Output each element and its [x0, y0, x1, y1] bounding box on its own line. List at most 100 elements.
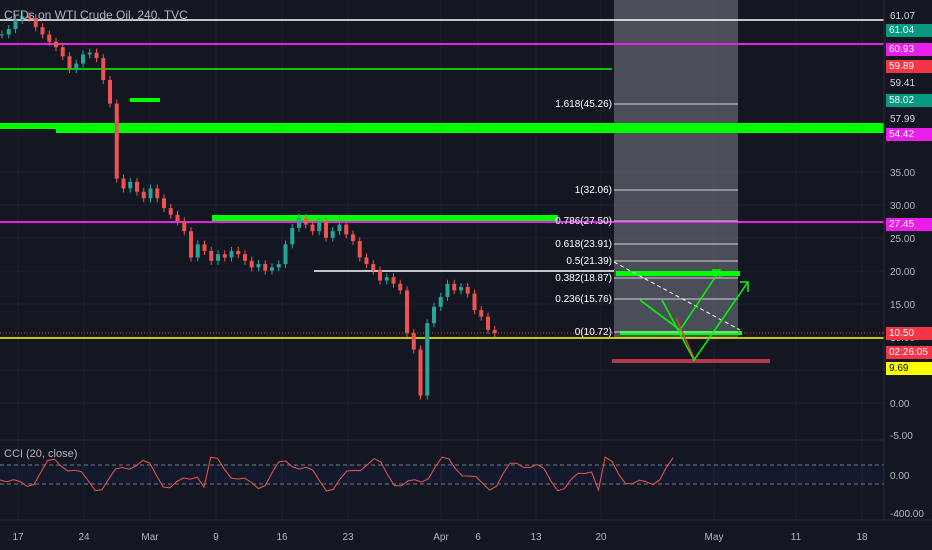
candle-body	[162, 198, 166, 209]
candle-body	[47, 34, 52, 42]
zone-upper	[0, 123, 884, 129]
candle-body	[411, 333, 416, 350]
cci-line	[0, 456, 674, 492]
upper-tick-label: 57.99	[890, 114, 915, 125]
price-tick-label: -5.00	[890, 431, 913, 442]
candle-body	[283, 244, 288, 265]
candle-body	[297, 218, 301, 228]
candle-body	[0, 34, 4, 36]
fib-level-label: 1(32.06)	[575, 185, 612, 196]
price-tag: 02:26:05	[886, 346, 932, 359]
candle-body	[182, 221, 187, 232]
zone-low	[612, 359, 770, 363]
price-tag: 27.45	[886, 218, 932, 231]
cci-tick-label: -400.00	[890, 509, 924, 520]
chart-title: CFDs on WTI Crude Oil, 240, TVC	[4, 8, 188, 22]
candle-body	[303, 218, 308, 225]
price-tick-label: 25.00	[890, 234, 915, 245]
price-tick-label: 30.00	[890, 201, 915, 212]
price-tag: 54.42	[886, 128, 932, 141]
arrow-head-a	[740, 281, 749, 292]
chart-grid	[0, 0, 884, 520]
candle-body	[270, 267, 274, 271]
candle-body	[108, 79, 112, 104]
candle-body	[425, 323, 430, 396]
candle-body	[438, 296, 443, 307]
candle-body	[128, 181, 133, 189]
zone-fib-lower	[620, 331, 742, 335]
shaded-projection	[614, 0, 738, 338]
candle-body	[13, 19, 18, 30]
price-tag: 58.02	[886, 94, 932, 107]
candle-body	[432, 306, 436, 324]
candle-body	[121, 178, 126, 189]
candle-body	[202, 244, 207, 251]
candlestick-series	[0, 12, 497, 400]
cci-title: CCI (20, close)	[4, 448, 78, 460]
candle-body	[229, 250, 234, 258]
candle-body	[479, 310, 484, 317]
candle-body	[101, 58, 106, 80]
down-arrow	[675, 317, 695, 359]
highlight-zone	[614, 0, 738, 338]
time-tick-label: May	[705, 532, 724, 543]
candle-body	[94, 52, 99, 59]
candle-body	[472, 293, 477, 311]
candle-body	[317, 221, 322, 232]
candle-body	[357, 241, 362, 258]
candle-body	[135, 181, 139, 192]
horizontal-levels	[0, 19, 884, 363]
candle-body	[60, 47, 65, 57]
price-tick-label: 0.00	[890, 399, 910, 410]
candle-body	[87, 52, 92, 55]
candle-body	[445, 283, 450, 297]
price-tag: 9.69	[886, 362, 932, 375]
time-tick-label: Mar	[141, 532, 159, 543]
candle-body	[276, 264, 281, 268]
candle-body	[195, 244, 200, 258]
candle-body	[236, 250, 241, 255]
projection-arrow-a	[661, 281, 749, 362]
candle-body	[391, 277, 396, 284]
candle-body	[33, 18, 38, 28]
fib-level-label: 0.786(27.50)	[555, 216, 612, 227]
candle-body	[209, 250, 214, 261]
time-tick-label: 6	[475, 532, 481, 543]
time-tick-label: 13	[530, 532, 542, 543]
upper-tick-label: 59.41	[890, 78, 915, 89]
time-tick-label: 11	[791, 532, 802, 543]
fib-level-label: 0(10.72)	[575, 327, 612, 338]
dashed-trend	[613, 261, 741, 331]
candle-body	[40, 27, 45, 35]
cci-tick-label: 0.00	[890, 471, 910, 482]
zone-mid	[212, 215, 558, 221]
price-tick-label: 20.00	[890, 267, 915, 278]
candle-body	[216, 254, 220, 261]
candle-body	[263, 264, 268, 271]
candle-body	[405, 290, 409, 334]
price-tick-label: 35.00	[890, 168, 915, 179]
candle-body	[249, 260, 254, 268]
trend-drawings	[613, 261, 749, 362]
time-tick-label: 20	[595, 532, 607, 543]
candle-body	[452, 283, 457, 291]
candle-body	[155, 188, 160, 199]
candle-body	[114, 103, 119, 179]
candle-body	[378, 270, 382, 281]
price-tag: 60.93	[886, 43, 932, 56]
price-tag: 59.89	[886, 60, 932, 73]
candle-body	[20, 16, 25, 20]
candle-body	[459, 287, 463, 291]
candle-body	[290, 227, 295, 245]
projection-arrow-b	[639, 269, 721, 332]
candle-body	[243, 254, 247, 261]
candle-body	[168, 208, 173, 215]
candle-body	[256, 264, 261, 268]
candle-body	[492, 329, 497, 334]
fib-level-label: 0.618(23.91)	[555, 239, 612, 250]
cci-indicator: 0.00 -400.00	[0, 456, 924, 520]
candle-body	[384, 277, 389, 281]
zone-small	[130, 98, 160, 102]
candle-body	[6, 29, 11, 35]
